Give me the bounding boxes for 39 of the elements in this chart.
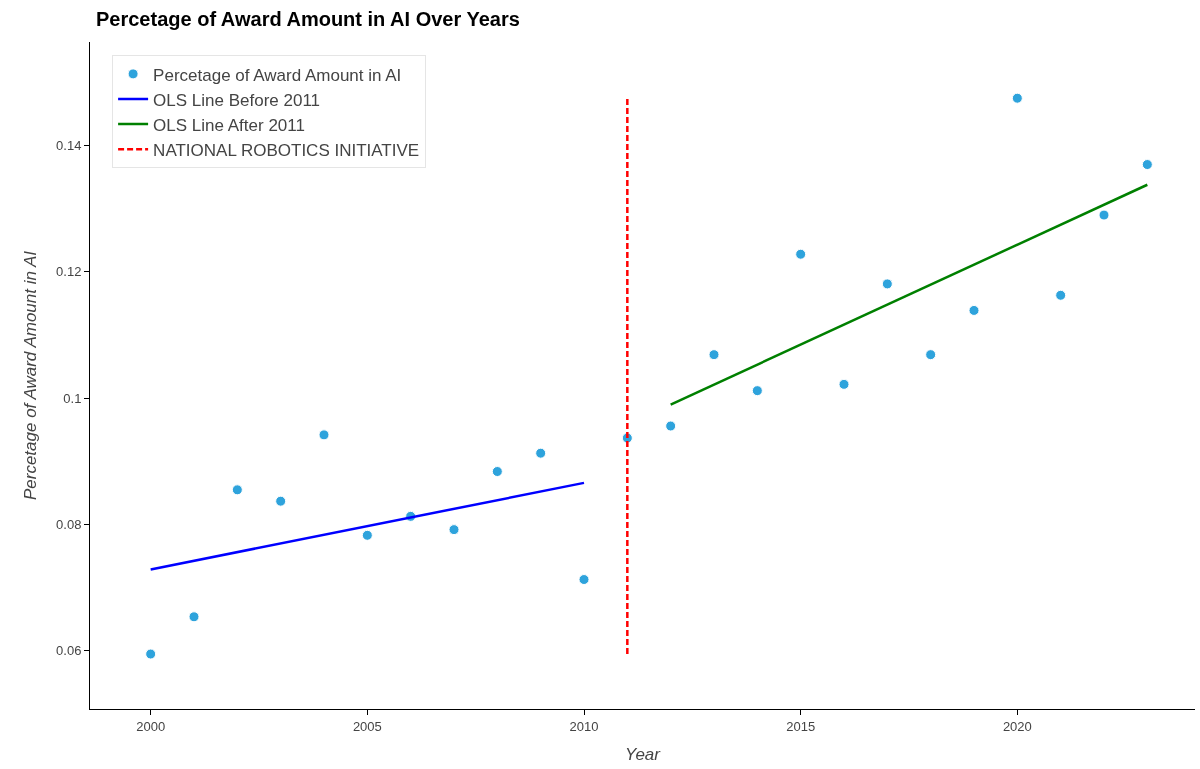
point <box>1141 159 1153 171</box>
point <box>708 349 720 361</box>
x-tick-label: 2000 <box>136 718 166 734</box>
legend-label: Percetage of Award Amount in AI <box>153 65 402 85</box>
point <box>535 447 547 459</box>
y-tick-label: 0.08 <box>56 517 82 533</box>
point <box>795 248 807 260</box>
y-tick-label: 0.06 <box>56 643 82 659</box>
point <box>491 466 503 478</box>
legend-label: OLS Line After 2011 <box>153 115 305 135</box>
point <box>1011 92 1023 104</box>
point <box>275 495 287 507</box>
x-tick-label: 2015 <box>786 718 816 734</box>
x-tick-label: 2020 <box>1002 718 1032 734</box>
point <box>145 648 157 660</box>
point <box>318 429 330 441</box>
y-axis-title: Percetage of Award Amount in AI <box>20 250 40 501</box>
y-tick-label: 0.1 <box>63 390 82 406</box>
point <box>881 278 893 290</box>
point <box>751 385 763 397</box>
point <box>838 378 850 390</box>
legend-label: OLS Line Before 2011 <box>153 90 321 110</box>
point <box>968 304 980 316</box>
x-tick-label: 2005 <box>352 718 382 734</box>
point <box>231 484 243 496</box>
point <box>665 420 677 432</box>
x-axis-title: Year <box>625 745 662 764</box>
chart-title: Percetage of Award Amount in AI Over Years <box>96 7 520 30</box>
y-tick-label: 0.12 <box>56 264 82 280</box>
y-tick-label: 0.14 <box>56 138 82 154</box>
point <box>925 349 937 361</box>
point <box>1098 209 1110 221</box>
point <box>1055 289 1067 301</box>
point <box>361 529 373 541</box>
x-tick-label: 2010 <box>569 718 599 734</box>
legend-label: NATIONAL ROBOTICS INITIATIVE <box>153 140 420 160</box>
point <box>578 574 590 586</box>
point <box>188 611 200 623</box>
point <box>448 524 460 536</box>
